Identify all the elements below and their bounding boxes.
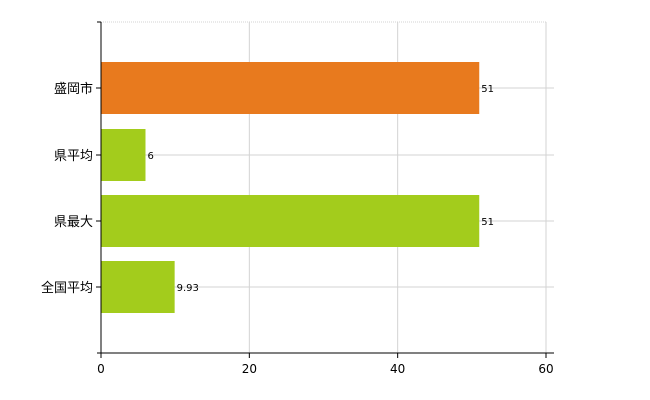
bar-0 [101,62,480,114]
x-tick-label-0: 0 [97,362,105,376]
data-label-1: 6 [148,151,154,162]
x-tick-label-1: 20 [242,362,257,376]
bars [101,62,480,313]
bar-2 [101,195,480,247]
data-label-3: 9.93 [177,283,199,294]
category-label-1: 県平均 [54,149,93,164]
category-label-2: 県最大 [54,215,93,230]
data-label-2: 51 [481,217,494,228]
bar-3 [101,261,175,313]
x-tick-label-2: 40 [390,362,405,376]
axes [96,21,554,358]
category-label-0: 盛岡市 [54,81,93,97]
bar-1 [101,129,146,181]
data-label-0: 51 [481,84,494,95]
category-label-3: 全国平均 [41,280,93,296]
x-tick-label-3: 60 [538,362,553,376]
